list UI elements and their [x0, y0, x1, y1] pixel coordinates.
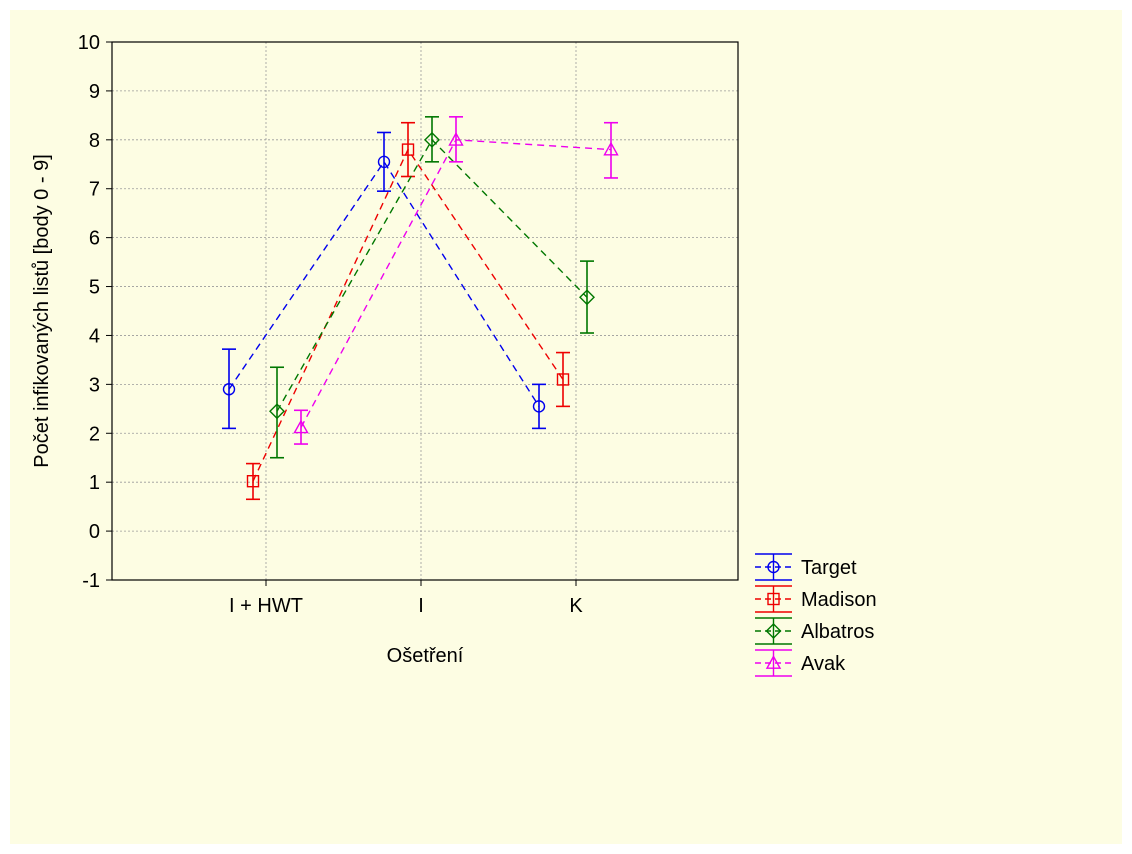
legend: Target Madison Albatros Avak — [755, 553, 877, 677]
series-madison — [246, 121, 570, 501]
x-tick-label: I — [418, 595, 424, 617]
x-tick-label: K — [569, 595, 583, 617]
series-line — [228, 160, 540, 407]
y-tick-label: 0 — [89, 521, 100, 543]
y-axis-title: Počet infikovaných listů [body 0 - 9] — [31, 154, 53, 468]
y-tick-label: 4 — [89, 325, 100, 347]
data-point — [603, 141, 619, 156]
series-line — [252, 148, 564, 482]
chart-background: -1 0 1 2 3 4 5 6 7 8 9 10 I + HWT I K Ošetření Počet … — [10, 10, 1122, 844]
series-line — [276, 138, 588, 412]
y-tick-label: 1 — [89, 472, 100, 494]
data-point — [246, 475, 260, 488]
series-layer — [222, 116, 619, 501]
series-albatros — [269, 116, 595, 459]
legend-marker — [767, 592, 780, 606]
legend-label: Madison — [801, 589, 877, 611]
legend-item-madison: Madison — [755, 585, 877, 613]
plot-area — [111, 41, 739, 581]
data-point — [424, 131, 440, 148]
legend-label: Albatros — [801, 621, 874, 643]
y-tick-label: 8 — [89, 130, 100, 152]
legend-item-target: Target — [755, 553, 857, 581]
legend-item-avak: Avak — [755, 649, 846, 677]
y-tick-label: 10 — [78, 32, 100, 54]
data-point — [269, 403, 285, 420]
data-point — [556, 373, 570, 386]
data-point — [293, 419, 309, 434]
legend-marker — [765, 655, 782, 669]
x-axis-title: Ošetření — [387, 645, 464, 667]
y-tick-label: 2 — [89, 423, 100, 445]
data-point — [448, 131, 464, 146]
x-axis-ticks: I + HWT I K — [229, 580, 583, 617]
x-tick-label: I + HWT — [229, 595, 303, 617]
series-target — [222, 131, 546, 430]
chart-canvas: -1 0 1 2 3 4 5 6 7 8 9 10 I + HWT I K Ošetření Počet … — [31, 32, 877, 677]
legend-item-albatros: Albatros — [755, 617, 874, 645]
series-avak — [293, 116, 619, 445]
y-tick-label: 6 — [89, 228, 100, 250]
data-point — [377, 155, 391, 169]
data-point — [222, 383, 236, 396]
y-tick-label: 7 — [89, 179, 100, 201]
data-point — [579, 289, 595, 306]
data-point — [401, 143, 415, 156]
legend-label: Avak — [801, 653, 846, 675]
y-tick-label: 9 — [89, 81, 100, 103]
grid-layer — [112, 42, 738, 580]
y-tick-label: 3 — [89, 374, 100, 396]
y-axis-ticks: -1 0 1 2 3 4 5 6 7 8 9 10 — [78, 32, 112, 592]
legend-label: Target — [801, 557, 857, 579]
y-tick-label: -1 — [82, 570, 100, 592]
legend-marker — [767, 560, 780, 574]
legend-marker — [765, 623, 782, 639]
data-point — [532, 400, 546, 413]
y-tick-label: 5 — [89, 277, 100, 299]
